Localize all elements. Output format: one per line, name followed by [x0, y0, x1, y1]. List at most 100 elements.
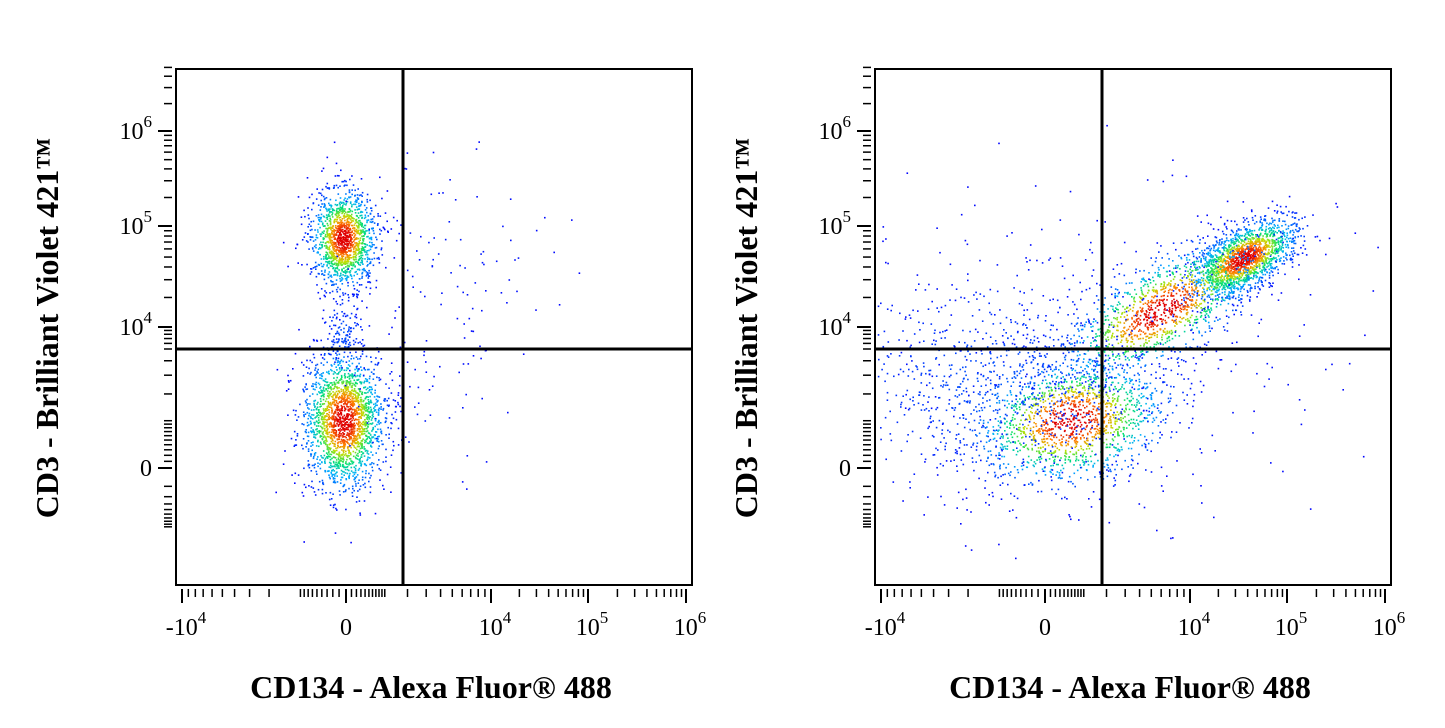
- event-dot: [361, 426, 363, 428]
- event-dot: [1260, 222, 1262, 224]
- event-dot: [381, 440, 383, 442]
- event-dot: [331, 429, 333, 431]
- event-dot: [339, 319, 341, 321]
- event-dot: [1257, 265, 1259, 267]
- event-dot: [326, 440, 328, 442]
- event-dot: [1301, 218, 1303, 220]
- event-dot: [345, 472, 347, 474]
- event-dot: [326, 362, 328, 364]
- event-dot: [311, 414, 313, 416]
- event-dot: [336, 253, 338, 255]
- event-dot: [346, 324, 348, 326]
- event-dot: [1269, 275, 1271, 277]
- event-dot: [319, 463, 321, 465]
- event-dot: [1236, 224, 1238, 226]
- event-dot: [324, 295, 326, 297]
- event-dot: [1249, 300, 1251, 302]
- event-dot: [367, 392, 369, 394]
- event-dot: [463, 323, 465, 325]
- event-dot: [348, 326, 350, 328]
- event-dot: [417, 414, 419, 416]
- event-dot: [405, 436, 407, 438]
- event-dot: [343, 261, 345, 263]
- event-dot: [364, 433, 366, 435]
- event-dot: [343, 233, 345, 235]
- event-dot: [355, 257, 357, 259]
- event-dot: [349, 352, 351, 354]
- event-dot: [1282, 250, 1284, 252]
- event-dot: [425, 361, 427, 363]
- event-dot: [334, 250, 336, 252]
- event-dot: [314, 463, 316, 465]
- event-dot: [355, 409, 357, 411]
- event-dot: [359, 437, 361, 439]
- event-dot: [1272, 201, 1274, 203]
- event-dot: [341, 181, 343, 183]
- event-dot: [350, 245, 352, 247]
- event-dot: [308, 248, 310, 250]
- event-dot: [398, 404, 400, 406]
- event-dot: [336, 247, 338, 249]
- event-dot: [350, 407, 352, 409]
- event-dot: [341, 429, 343, 431]
- event-dot: [323, 230, 325, 232]
- event-dot: [341, 341, 343, 343]
- event-dot: [337, 447, 339, 449]
- event-dot: [325, 242, 327, 244]
- event-dot: [1246, 218, 1248, 220]
- event-dot: [350, 425, 352, 427]
- event-dot: [341, 412, 343, 414]
- event-dot: [326, 265, 328, 267]
- event-dot: [337, 365, 339, 367]
- event-dot: [1199, 279, 1201, 281]
- event-dot: [375, 357, 377, 359]
- event-dot: [535, 309, 537, 311]
- event-dot: [344, 338, 346, 340]
- event-dot: [364, 455, 366, 457]
- event-dot: [370, 451, 372, 453]
- event-dot: [383, 488, 385, 490]
- event-dot: [373, 230, 375, 232]
- event-dot: [359, 250, 361, 252]
- event-dot: [1282, 238, 1284, 240]
- event-dot: [348, 476, 350, 478]
- event-dot: [345, 417, 347, 419]
- event-dot: [350, 447, 352, 449]
- event-dot: [345, 230, 347, 232]
- event-dot: [391, 327, 393, 329]
- event-dot: [376, 399, 378, 401]
- event-dot: [336, 279, 338, 281]
- event-dot: [343, 342, 345, 344]
- event-dot: [370, 486, 372, 488]
- event-dot: [338, 254, 340, 256]
- event-dot: [301, 423, 303, 425]
- event-dot: [369, 376, 371, 378]
- event-dot: [283, 463, 285, 465]
- event-dot: [355, 470, 357, 472]
- event-dot: [361, 252, 363, 254]
- event-dot: [328, 247, 330, 249]
- event-dot: [351, 257, 353, 259]
- event-dot: [304, 236, 306, 238]
- event-dot: [343, 356, 345, 358]
- event-dot: [339, 432, 341, 434]
- event-dot: [1216, 237, 1218, 239]
- event-dot: [354, 388, 356, 390]
- event-dot: [345, 469, 347, 471]
- event-dot: [356, 238, 358, 240]
- event-dot: [316, 340, 318, 342]
- event-dot: [333, 222, 335, 224]
- event-dot: [371, 419, 373, 421]
- event-dot: [367, 417, 369, 419]
- event-dot: [313, 250, 315, 252]
- event-dot: [335, 204, 337, 206]
- event-dot: [358, 424, 360, 426]
- event-dot: [333, 267, 335, 269]
- event-dot: [343, 491, 345, 493]
- event-dot: [335, 357, 337, 359]
- event-dot: [337, 467, 339, 469]
- event-dot: [346, 221, 348, 223]
- event-dot: [305, 402, 307, 404]
- event-dot: [375, 513, 377, 515]
- event-dot: [333, 187, 335, 189]
